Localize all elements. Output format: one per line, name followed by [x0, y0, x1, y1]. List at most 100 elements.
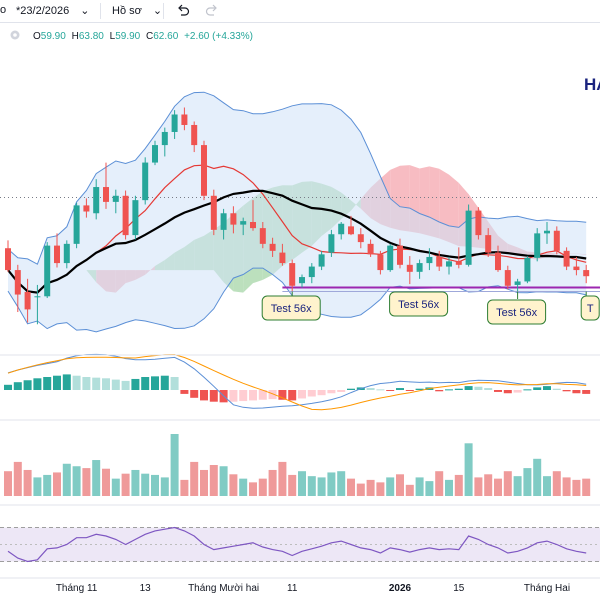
toolbar-divider — [163, 3, 164, 19]
volume-bar — [180, 479, 189, 496]
candle-body — [210, 195, 217, 230]
annotation-label: Test 56x — [271, 303, 312, 315]
candle-body — [181, 114, 188, 125]
date-selector[interactable]: *23/2/2026 ⌄ — [16, 4, 90, 17]
candle-body — [279, 252, 286, 264]
volume-bar — [552, 471, 561, 496]
volume-bar — [533, 458, 542, 496]
profile-label: Hồ sơ — [112, 5, 142, 17]
candle-body — [83, 205, 90, 212]
candle-body — [387, 245, 394, 271]
top-toolbar: o *23/2/2026 ⌄ Hồ sơ ⌄ — [0, 0, 600, 23]
volume-bar — [464, 443, 473, 496]
volume-bar — [209, 465, 218, 496]
macd-histogram-bar — [288, 390, 297, 401]
redo-icon[interactable] — [205, 4, 219, 16]
undo-icon[interactable] — [176, 4, 190, 16]
macd-histogram-bar — [307, 390, 316, 397]
candle-body — [475, 210, 482, 236]
volume-bar — [13, 461, 22, 496]
macd-signal-line — [7, 354, 587, 411]
macd-histogram-bar — [415, 388, 424, 390]
volume-bar — [523, 468, 532, 496]
candle-body — [161, 131, 168, 146]
candle-body — [495, 252, 501, 271]
candle-body — [406, 264, 413, 272]
macd-histogram-bar — [376, 389, 385, 391]
volume-bar — [288, 474, 297, 496]
volume-bar — [376, 482, 385, 496]
candle-body — [5, 248, 11, 271]
macd-histogram-bar — [200, 390, 208, 401]
profile-selector[interactable]: Hồ sơ ⌄ — [112, 4, 162, 17]
macd-histogram-bar — [239, 390, 248, 402]
macd-histogram-bar — [562, 390, 571, 392]
candle-body — [220, 213, 227, 230]
macd-histogram-bar — [151, 376, 159, 390]
macd-histogram-bar — [141, 377, 150, 390]
volume-bar — [513, 476, 522, 496]
volume-bar — [92, 460, 101, 496]
volume-bar — [445, 479, 453, 496]
candle-body — [63, 243, 70, 264]
volume-bar — [494, 478, 502, 496]
candle-body — [14, 270, 21, 295]
volume-bar — [572, 479, 581, 496]
macd-histogram-bar — [170, 377, 179, 390]
candle-body — [348, 226, 354, 235]
candle-body — [201, 145, 207, 196]
volume-bar — [366, 479, 375, 496]
macd-histogram-bar — [278, 390, 287, 400]
macd-histogram-bar — [317, 390, 326, 396]
bollinger-upper-line — [7, 91, 587, 265]
volume-bar — [121, 473, 130, 496]
interval-button[interactable]: o — [0, 4, 7, 16]
candle-body — [397, 245, 403, 265]
candle-body — [299, 277, 305, 284]
low-value: 59.90 — [115, 31, 141, 42]
candle-body — [259, 228, 266, 244]
time-axis: Tháng 11 13 Tháng Mười hai 11 2026 15 Tháng Ha… — [0, 577, 600, 594]
macd-histogram-bar — [72, 375, 81, 390]
macd-histogram-bar — [92, 377, 101, 390]
annotation-label: Test 56x — [496, 307, 537, 319]
volume-bar — [43, 474, 52, 496]
candle-body — [93, 187, 100, 214]
volume-bar — [219, 466, 228, 496]
candle-body — [514, 281, 521, 285]
volume-bar — [160, 477, 169, 496]
candle-body — [191, 124, 198, 146]
rsi-pane — [0, 526, 600, 563]
macd-histogram-bar — [454, 388, 463, 390]
macd-histogram-bar — [543, 386, 551, 390]
candle-body — [152, 145, 158, 163]
candle-body — [553, 230, 560, 251]
candle-body — [230, 213, 237, 225]
candle-body — [485, 235, 492, 253]
macd-histogram-bar — [513, 390, 522, 393]
macd-histogram-bar — [484, 388, 493, 390]
volume-bar — [170, 434, 179, 496]
volume-bar — [23, 469, 32, 496]
candle-body — [544, 230, 550, 234]
annotation-label: T — [587, 303, 594, 315]
volume-bar — [503, 471, 512, 496]
candle-body — [308, 266, 315, 278]
volume-bar — [258, 478, 267, 496]
macd-histogram-bar — [249, 390, 257, 401]
volume-bar — [484, 474, 493, 496]
macd-histogram-bar — [43, 377, 52, 390]
macd-histogram-bar — [386, 390, 395, 391]
macd-histogram-bar — [572, 390, 581, 394]
volume-bar — [347, 478, 355, 496]
time-axis-label: 2026 — [389, 583, 412, 594]
eye-icon[interactable] — [10, 30, 20, 40]
macd-histogram-bar — [552, 388, 561, 390]
time-axis-label: 11 — [287, 583, 298, 594]
candle-body — [455, 261, 462, 265]
volume-bar — [72, 466, 81, 496]
volume-pane — [4, 434, 591, 496]
macd-histogram-bar — [503, 390, 512, 394]
volume-bar — [229, 474, 238, 496]
